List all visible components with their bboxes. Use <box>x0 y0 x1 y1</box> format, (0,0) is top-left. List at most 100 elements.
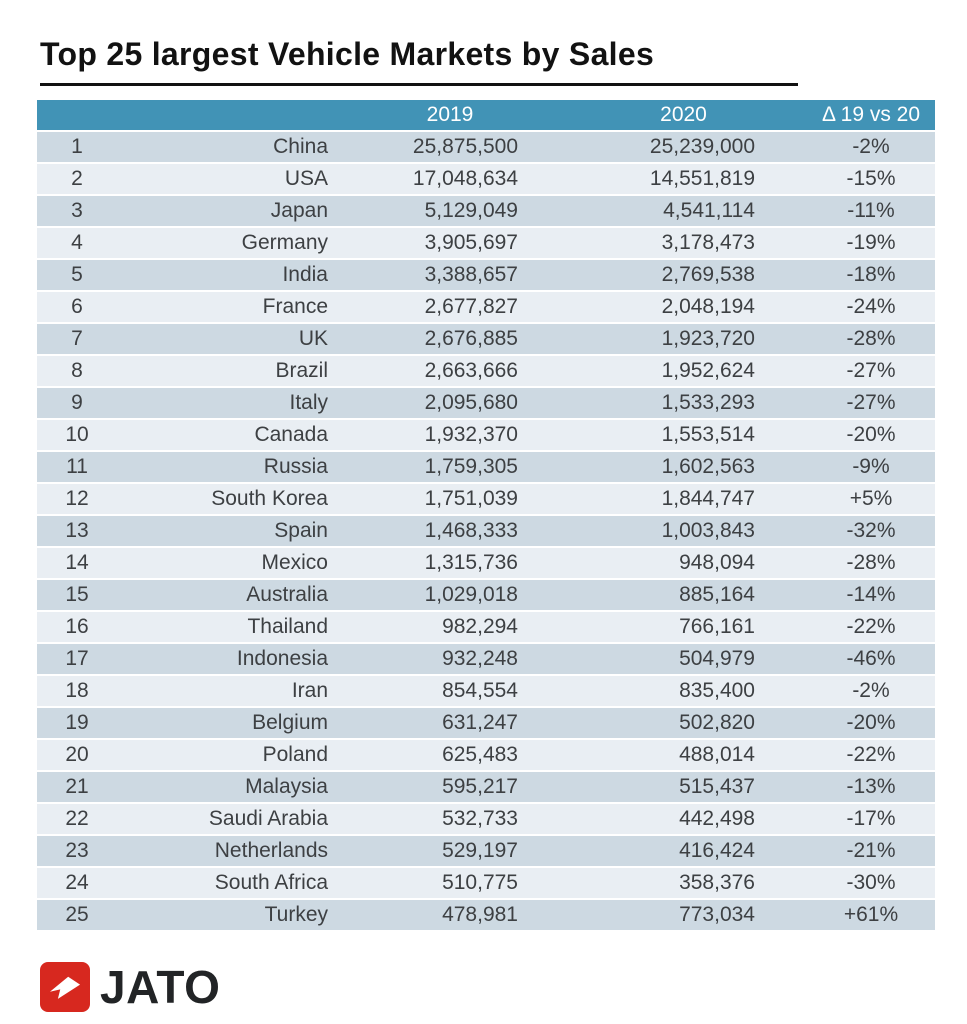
table-row: 16 Thailand 982,294 766,161 -22% <box>37 612 935 642</box>
country-cell: China <box>117 132 330 162</box>
value-2020-cell: 885,164 <box>520 580 797 610</box>
delta-cell: -19% <box>797 228 935 258</box>
table-row: 18 Iran 854,554 835,400 -2% <box>37 676 935 706</box>
value-2019-cell: 625,483 <box>330 740 520 770</box>
value-2020-cell: 773,034 <box>520 900 797 930</box>
delta-cell: -24% <box>797 292 935 322</box>
table-row: 17 Indonesia 932,248 504,979 -46% <box>37 644 935 674</box>
table-body: 1 China 25,875,500 25,239,000 -2% 2 USA … <box>37 132 935 930</box>
rank-cell: 23 <box>37 836 117 866</box>
value-2020-cell: 515,437 <box>520 772 797 802</box>
table-header-row: 2019 2020 Δ 19 vs 20 <box>37 100 935 130</box>
value-2019-cell: 1,029,018 <box>330 580 520 610</box>
delta-cell: -20% <box>797 708 935 738</box>
delta-cell: -30% <box>797 868 935 898</box>
rank-cell: 12 <box>37 484 117 514</box>
table-row: 14 Mexico 1,315,736 948,094 -28% <box>37 548 935 578</box>
table-row: 6 France 2,677,827 2,048,194 -24% <box>37 292 935 322</box>
table-row: 12 South Korea 1,751,039 1,844,747 +5% <box>37 484 935 514</box>
table-row: 24 South Africa 510,775 358,376 -30% <box>37 868 935 898</box>
jato-logo-text: JATO <box>100 961 221 1013</box>
delta-cell: -17% <box>797 804 935 834</box>
country-cell: South Africa <box>117 868 330 898</box>
delta-cell: -18% <box>797 260 935 290</box>
value-2019-cell: 2,677,827 <box>330 292 520 322</box>
table-row: 15 Australia 1,029,018 885,164 -14% <box>37 580 935 610</box>
rank-cell: 11 <box>37 452 117 482</box>
rank-cell: 17 <box>37 644 117 674</box>
country-cell: UK <box>117 324 330 354</box>
rank-cell: 8 <box>37 356 117 386</box>
rank-cell: 2 <box>37 164 117 194</box>
value-2019-cell: 1,759,305 <box>330 452 520 482</box>
country-cell: Turkey <box>117 900 330 930</box>
value-2020-cell: 4,541,114 <box>520 196 797 226</box>
value-2020-cell: 2,048,194 <box>520 292 797 322</box>
delta-cell: -2% <box>797 676 935 706</box>
rank-cell: 22 <box>37 804 117 834</box>
country-cell: Brazil <box>117 356 330 386</box>
value-2020-cell: 1,844,747 <box>520 484 797 514</box>
table-row: 9 Italy 2,095,680 1,533,293 -27% <box>37 388 935 418</box>
table-row: 20 Poland 625,483 488,014 -22% <box>37 740 935 770</box>
value-2019-cell: 982,294 <box>330 612 520 642</box>
value-2020-cell: 1,003,843 <box>520 516 797 546</box>
value-2019-cell: 3,905,697 <box>330 228 520 258</box>
col-header-2020: 2020 <box>520 100 797 130</box>
rank-cell: 7 <box>37 324 117 354</box>
value-2020-cell: 504,979 <box>520 644 797 674</box>
table-row: 1 China 25,875,500 25,239,000 -2% <box>37 132 935 162</box>
delta-cell: -15% <box>797 164 935 194</box>
rank-cell: 4 <box>37 228 117 258</box>
rank-cell: 25 <box>37 900 117 930</box>
rank-cell: 24 <box>37 868 117 898</box>
rank-cell: 15 <box>37 580 117 610</box>
delta-cell: -13% <box>797 772 935 802</box>
delta-cell: -2% <box>797 132 935 162</box>
rank-cell: 6 <box>37 292 117 322</box>
table-row: 22 Saudi Arabia 532,733 442,498 -17% <box>37 804 935 834</box>
value-2020-cell: 2,769,538 <box>520 260 797 290</box>
value-2020-cell: 416,424 <box>520 836 797 866</box>
country-cell: Russia <box>117 452 330 482</box>
country-cell: USA <box>117 164 330 194</box>
value-2019-cell: 1,468,333 <box>330 516 520 546</box>
vehicle-markets-table: 2019 2020 Δ 19 vs 20 1 China 25,875,500 … <box>37 98 935 932</box>
country-cell: France <box>117 292 330 322</box>
country-cell: Spain <box>117 516 330 546</box>
rank-cell: 18 <box>37 676 117 706</box>
delta-cell: -22% <box>797 612 935 642</box>
col-header-rank <box>37 100 117 130</box>
value-2020-cell: 14,551,819 <box>520 164 797 194</box>
col-header-2019: 2019 <box>330 100 520 130</box>
value-2019-cell: 5,129,049 <box>330 196 520 226</box>
value-2020-cell: 442,498 <box>520 804 797 834</box>
country-cell: Netherlands <box>117 836 330 866</box>
value-2020-cell: 3,178,473 <box>520 228 797 258</box>
country-cell: South Korea <box>117 484 330 514</box>
rank-cell: 5 <box>37 260 117 290</box>
table-row: 13 Spain 1,468,333 1,003,843 -32% <box>37 516 935 546</box>
rank-cell: 20 <box>37 740 117 770</box>
country-cell: Germany <box>117 228 330 258</box>
value-2020-cell: 1,923,720 <box>520 324 797 354</box>
jato-logo: JATO <box>40 962 220 1012</box>
rank-cell: 3 <box>37 196 117 226</box>
delta-cell: -27% <box>797 356 935 386</box>
delta-cell: +5% <box>797 484 935 514</box>
table-row: 10 Canada 1,932,370 1,553,514 -20% <box>37 420 935 450</box>
delta-cell: -20% <box>797 420 935 450</box>
delta-cell: -28% <box>797 548 935 578</box>
country-cell: Thailand <box>117 612 330 642</box>
value-2020-cell: 835,400 <box>520 676 797 706</box>
value-2020-cell: 1,952,624 <box>520 356 797 386</box>
rank-cell: 13 <box>37 516 117 546</box>
delta-cell: -11% <box>797 196 935 226</box>
delta-cell: -22% <box>797 740 935 770</box>
page-title: Top 25 largest Vehicle Markets by Sales <box>40 36 655 72</box>
value-2019-cell: 854,554 <box>330 676 520 706</box>
table-header: 2019 2020 Δ 19 vs 20 <box>37 100 935 130</box>
rank-cell: 10 <box>37 420 117 450</box>
delta-cell: -9% <box>797 452 935 482</box>
